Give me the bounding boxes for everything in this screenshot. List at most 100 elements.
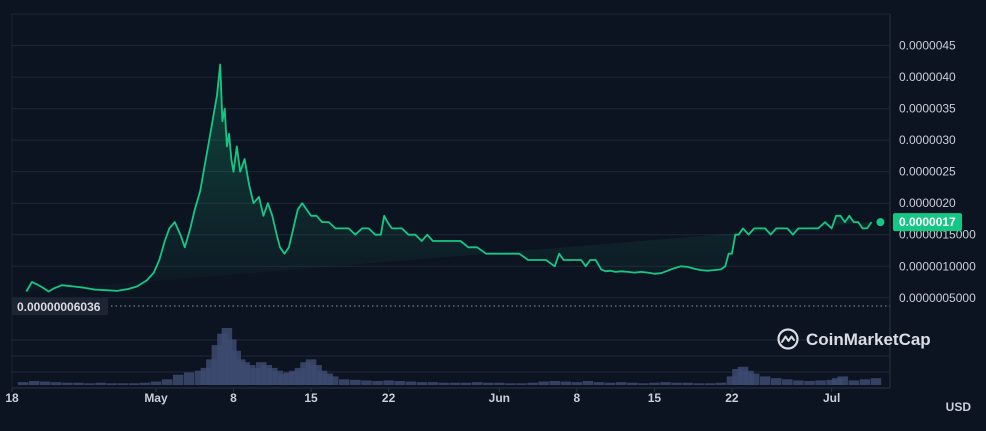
volume-bar: [527, 382, 538, 385]
volume-bar: [538, 381, 549, 385]
volume-bar: [394, 381, 405, 385]
volume-bar: [261, 365, 273, 385]
volume-bar: [582, 381, 594, 385]
volume-bar: [300, 362, 311, 385]
volume-bar: [704, 383, 716, 385]
price-area-fill: [26, 64, 872, 292]
y-axis: 0.00000050000.00000100000.00000150000.00…: [899, 39, 976, 305]
current-price-dot: [876, 218, 885, 227]
x-tick-label: 22: [382, 391, 396, 405]
volume-bar: [516, 383, 527, 385]
volume-bar: [150, 381, 162, 385]
volume-bar: [715, 382, 727, 385]
volume-bar: [804, 381, 815, 385]
y-tick-label: 0.0000025: [899, 165, 956, 179]
volume-bar: [250, 367, 261, 385]
volume-bar: [460, 382, 472, 385]
volume-bar: [28, 381, 40, 385]
min-price-label: 0.00000006036: [17, 300, 101, 314]
volume-bar: [73, 382, 84, 385]
volume-bar: [239, 362, 250, 385]
volume-bar: [737, 366, 749, 385]
volume-bar: [649, 382, 660, 385]
volume-bar: [571, 382, 583, 385]
volume-bar: [267, 367, 278, 385]
volume-bar: [361, 380, 372, 385]
current-price-tag: 0.0000017: [876, 213, 962, 232]
volume-bar: [327, 376, 339, 385]
volume-bar: [289, 370, 300, 385]
volume-bar: [859, 379, 871, 385]
volume-bar: [837, 376, 848, 385]
coinmarketcap-icon: [777, 328, 799, 350]
volume-bar: [372, 381, 383, 385]
volume-bar: [339, 379, 350, 385]
volume-bar: [638, 383, 649, 385]
volume-bar: [283, 372, 295, 385]
volume-bar: [427, 382, 439, 385]
volume-bar: [128, 383, 140, 385]
current-price-label: 0.0000017: [899, 215, 956, 229]
volume-bar: [161, 379, 173, 385]
volume-bar: [671, 382, 682, 385]
volume-bar: [471, 382, 483, 385]
currency-label: USD: [946, 400, 972, 414]
volume-bar: [615, 382, 627, 385]
volume-bar: [438, 382, 450, 385]
y-tick-label: 0.0000035: [899, 102, 956, 116]
volume-bar: [139, 382, 151, 385]
y-tick-label: 0.0000015000: [899, 228, 976, 242]
volume-bar: [732, 369, 743, 385]
volume-bar: [494, 382, 505, 385]
volume-bar: [826, 379, 837, 385]
x-tick-label: 8: [230, 391, 237, 405]
coinmarketcap-logo: CoinMarketCap: [777, 328, 931, 350]
volume-bar: [383, 380, 394, 385]
x-tick-label: Jul: [823, 391, 840, 405]
y-tick-label: 0.0000030: [899, 133, 956, 147]
volume-bar: [604, 382, 616, 385]
volume-bar: [593, 382, 605, 385]
volume-bar: [505, 383, 516, 385]
volume-bar: [95, 382, 106, 385]
volume-bar: [117, 383, 129, 385]
volume-bar: [770, 378, 782, 385]
volume-bar: [483, 382, 494, 385]
volume-bar: [759, 376, 771, 385]
volume-bar: [660, 382, 671, 385]
min-price-tag: 0.00000006036: [12, 298, 108, 315]
x-tick-label: 8: [574, 391, 581, 405]
volume-bar: [84, 383, 95, 385]
volume-bars: [17, 328, 882, 385]
volume-bar: [815, 380, 826, 385]
volume-bar: [62, 382, 73, 385]
volume-bar: [294, 367, 306, 385]
volume-bar: [748, 373, 760, 385]
volume-bar: [693, 383, 704, 385]
price-area: [25, 63, 873, 293]
volume-bar: [831, 378, 843, 385]
y-tick-label: 0.0000010000: [899, 259, 976, 273]
volume-bar: [244, 365, 256, 385]
x-tick-label: 15: [304, 391, 318, 405]
volume-bar: [449, 382, 461, 385]
volume-bar: [322, 373, 333, 385]
volume-bar: [782, 379, 793, 385]
volume-bar: [549, 381, 560, 385]
volume-bar: [416, 382, 428, 385]
volume-bar: [626, 382, 638, 385]
x-tick-label: May: [144, 391, 168, 405]
volume-bar: [195, 370, 206, 385]
x-tick-label: Jun: [489, 391, 510, 405]
volume-bar: [211, 345, 223, 385]
volume-bar: [200, 367, 212, 385]
volume-bar: [51, 382, 62, 385]
volume-bar: [350, 379, 361, 385]
volume-bar: [743, 370, 754, 385]
volume-bar: [255, 362, 267, 385]
volume-bar: [183, 372, 195, 385]
x-axis: 18 May 8 15 22 Jun 8 15 22 Jul: [5, 388, 840, 405]
volume-bar: [870, 378, 882, 385]
volume-bar: [311, 365, 322, 385]
